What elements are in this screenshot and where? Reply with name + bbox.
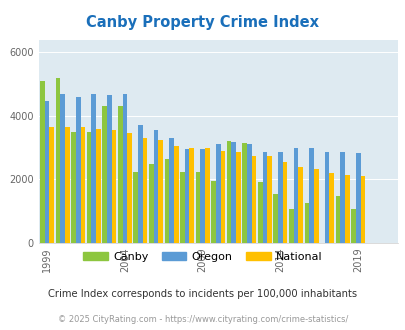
Bar <box>220 151 225 243</box>
Bar <box>215 144 220 243</box>
Bar <box>288 209 293 243</box>
Bar <box>71 132 76 243</box>
Bar <box>138 125 143 243</box>
Bar <box>153 130 158 243</box>
Bar <box>195 172 200 243</box>
Bar <box>122 94 127 243</box>
Bar <box>60 93 65 243</box>
Bar <box>184 149 189 243</box>
Bar <box>339 151 344 243</box>
Bar <box>102 106 107 243</box>
Bar <box>173 146 178 243</box>
Bar <box>293 148 298 243</box>
Bar <box>344 175 349 243</box>
Text: © 2025 CityRating.com - https://www.cityrating.com/crime-statistics/: © 2025 CityRating.com - https://www.city… <box>58 315 347 324</box>
Bar <box>282 162 287 243</box>
Text: Crime Index corresponds to incidents per 100,000 inhabitants: Crime Index corresponds to incidents per… <box>48 289 357 299</box>
Bar <box>328 173 333 243</box>
Bar <box>189 148 194 243</box>
Bar <box>117 106 122 243</box>
Bar <box>40 81 45 243</box>
Bar <box>273 194 277 243</box>
Bar <box>231 142 236 243</box>
Bar <box>277 152 282 243</box>
Bar <box>335 196 339 243</box>
Bar <box>76 97 80 243</box>
Bar <box>45 101 49 243</box>
Bar <box>298 167 302 243</box>
Bar <box>91 93 96 243</box>
Bar <box>304 203 309 243</box>
Bar <box>169 138 173 243</box>
Bar <box>87 132 91 243</box>
Bar <box>180 172 184 243</box>
Bar <box>149 164 153 243</box>
Bar <box>111 130 116 243</box>
Bar <box>226 141 231 243</box>
Bar <box>236 152 240 243</box>
Bar <box>107 95 111 243</box>
Bar <box>158 140 162 243</box>
Text: Canby Property Crime Index: Canby Property Crime Index <box>86 15 319 30</box>
Bar <box>350 209 355 243</box>
Bar <box>313 169 318 243</box>
Bar <box>257 182 262 243</box>
Bar <box>65 127 70 243</box>
Bar <box>211 181 215 243</box>
Bar <box>205 148 209 243</box>
Bar <box>49 127 54 243</box>
Bar <box>262 151 266 243</box>
Bar <box>355 153 360 243</box>
Bar <box>127 133 132 243</box>
Bar <box>309 148 313 243</box>
Bar <box>360 176 364 243</box>
Bar <box>96 129 100 243</box>
Bar <box>143 138 147 243</box>
Bar <box>164 158 169 243</box>
Bar <box>246 144 251 243</box>
Bar <box>55 78 60 243</box>
Bar <box>80 127 85 243</box>
Bar <box>324 151 328 243</box>
Bar <box>251 156 256 243</box>
Bar <box>266 156 271 243</box>
Legend: Canby, Oregon, National: Canby, Oregon, National <box>79 248 326 267</box>
Bar <box>200 149 205 243</box>
Bar <box>133 172 138 243</box>
Bar <box>242 143 246 243</box>
